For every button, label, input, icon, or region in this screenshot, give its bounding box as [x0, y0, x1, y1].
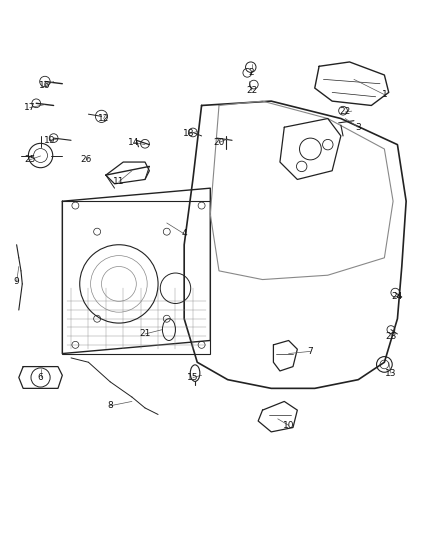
Text: 13: 13 [385, 369, 397, 377]
Text: 9: 9 [14, 277, 20, 286]
Text: 3: 3 [355, 123, 361, 132]
Text: 15: 15 [187, 373, 199, 382]
Text: 2: 2 [249, 68, 254, 77]
Text: 18: 18 [183, 130, 194, 138]
Text: 7: 7 [307, 347, 313, 356]
Text: 19: 19 [43, 136, 55, 145]
Text: 22: 22 [339, 108, 351, 117]
Text: 25: 25 [24, 156, 35, 164]
Text: 11: 11 [113, 177, 125, 186]
Text: 21: 21 [139, 329, 151, 338]
Text: 22: 22 [246, 86, 257, 95]
Text: 24: 24 [392, 293, 403, 302]
Text: 23: 23 [385, 332, 396, 341]
Text: 14: 14 [128, 138, 140, 147]
Text: 16: 16 [39, 82, 51, 91]
Text: 20: 20 [213, 138, 225, 147]
Text: 26: 26 [81, 156, 92, 164]
Bar [62, 201, 210, 353]
Text: 10: 10 [283, 421, 294, 430]
Text: 17: 17 [24, 103, 35, 112]
Text: 4: 4 [181, 229, 187, 238]
Text: 12: 12 [98, 114, 110, 123]
Text: 6: 6 [38, 373, 43, 382]
Text: 1: 1 [381, 90, 387, 99]
Text: 8: 8 [107, 401, 113, 410]
